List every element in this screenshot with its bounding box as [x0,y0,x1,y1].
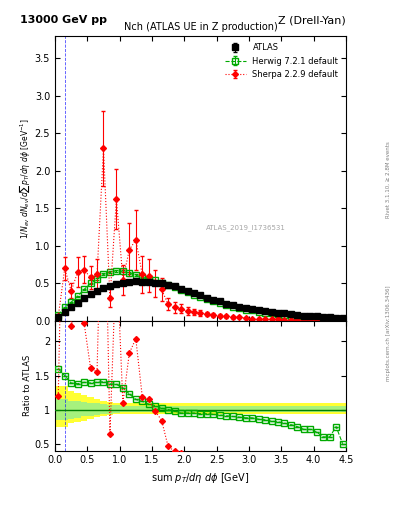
Title: Nch (ATLAS UE in Z production): Nch (ATLAS UE in Z production) [123,23,277,32]
Text: 13000 GeV pp: 13000 GeV pp [20,15,107,26]
Y-axis label: $1/N_{ev}\ dN_{ev}/d\sum p_T/d\eta\ d\phi\ [\mathrm{GeV}^{-1}]$: $1/N_{ev}\ dN_{ev}/d\sum p_T/d\eta\ d\ph… [18,118,32,239]
Text: mcplots.cern.ch [arXiv:1306.3436]: mcplots.cern.ch [arXiv:1306.3436] [386,285,391,380]
Text: ATLAS_2019_I1736531: ATLAS_2019_I1736531 [206,225,286,231]
Legend: ATLAS, Herwig 7.2.1 default, Sherpa 2.2.9 default: ATLAS, Herwig 7.2.1 default, Sherpa 2.2.… [222,40,342,82]
Y-axis label: Ratio to ATLAS: Ratio to ATLAS [23,355,32,416]
Text: Z (Drell-Yan): Z (Drell-Yan) [278,15,346,26]
X-axis label: sum $p_T/d\eta\ d\phi\ [\mathrm{GeV}]$: sum $p_T/d\eta\ d\phi\ [\mathrm{GeV}]$ [151,471,250,485]
Text: Rivet 3.1.10, ≥ 2.8M events: Rivet 3.1.10, ≥ 2.8M events [386,141,391,218]
